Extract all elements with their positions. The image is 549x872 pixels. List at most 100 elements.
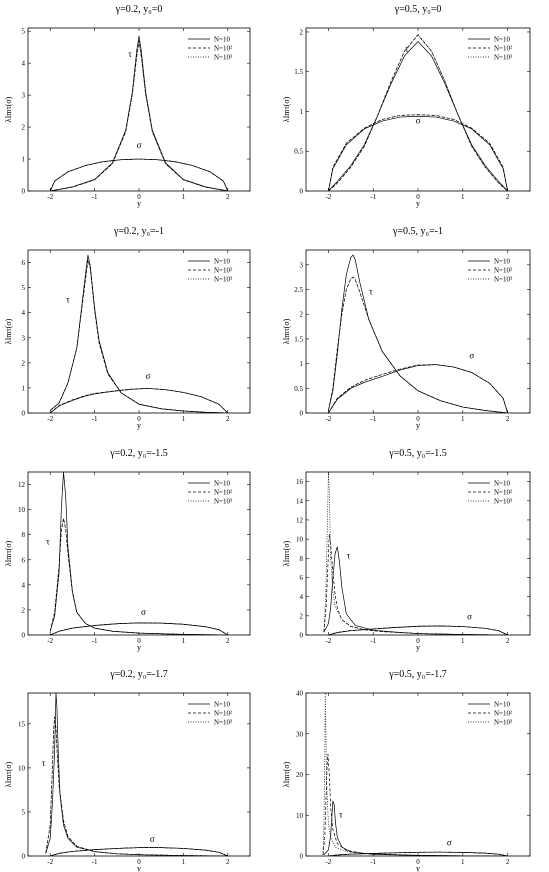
y-tick-label: 5: [22, 808, 26, 816]
series-line-tau: [328, 41, 508, 191]
series-line-sigma: [328, 851, 508, 856]
y-tick-label: 6: [22, 556, 26, 564]
x-axis-label: y: [416, 864, 420, 872]
y-tick-label: 2.5: [294, 286, 303, 294]
series-line-tau: [49, 259, 228, 413]
series-line-tau: [323, 472, 508, 635]
series-line-tau: [50, 35, 228, 191]
x-tick-label: -1: [370, 858, 376, 866]
x-axis-label: y: [416, 199, 420, 208]
series-line-tau: [323, 800, 508, 856]
curve-label: τ: [347, 550, 351, 560]
series-group: [49, 35, 229, 191]
legend-label: N=10²: [214, 489, 232, 497]
curve-label: τ: [66, 295, 70, 305]
x-tick-label: -1: [370, 637, 376, 645]
y-axis-label: λImτ(σ): [4, 96, 13, 122]
legend-label: N=10: [214, 701, 231, 709]
legend-label: N=10³: [494, 719, 512, 727]
legend-label: N=10²: [494, 267, 512, 275]
x-tick-label: 1: [461, 858, 465, 866]
x-tick-label: 0: [416, 415, 420, 423]
curve-label: σ: [141, 607, 146, 617]
curve-label: τ: [405, 44, 409, 54]
chart-panel-8: γ=0.5, y₀=-1.7-2 -1 0 1 2010203040yλImτ(σ)τσ…: [282, 669, 531, 872]
series-line-tau: [49, 518, 228, 635]
y-axis-label: λImτ(σ): [4, 318, 13, 344]
x-tick-label: 2: [506, 637, 510, 645]
y-tick-label: 6: [300, 574, 304, 582]
chart-panel-2: γ=0.5, y₀=0 -2 -1 0 1 2 0 0.5 1 1.5 2 y λImτ(σ) τ σ N=1…: [282, 4, 531, 208]
x-tick-label: 0: [137, 637, 141, 645]
y-tick-label: 0: [300, 632, 304, 640]
series-group: [328, 34, 508, 191]
series-line-sigma: [49, 388, 229, 413]
series-line-sigma: [328, 114, 508, 191]
legend-label: N=10: [494, 36, 511, 44]
curve-label: τ: [42, 758, 46, 768]
legend-label: N=10³: [214, 276, 232, 284]
y-tick-label: 0: [22, 853, 26, 861]
y-tick-label: 3: [22, 334, 26, 342]
series-line-tau: [328, 276, 508, 413]
x-tick-label: -1: [370, 415, 376, 423]
chart-panel-3: γ=0.2, y₀=-1 -2 -1 0 1 2 0 1 2 3 4 5 6 y λImτ(σ) τ σ N=10…: [4, 226, 251, 430]
legend-label: N=10³: [214, 719, 232, 727]
series-line-tau: [49, 472, 228, 635]
x-tick-label: 1: [182, 193, 186, 201]
x-tick-label: -1: [92, 193, 98, 201]
x-tick-label: 0: [416, 858, 420, 866]
y-tick-label: 2: [22, 606, 26, 614]
chart-title: γ=0.5, y₀=-1.7: [388, 669, 447, 680]
legend-label: N=10: [494, 258, 511, 266]
series-line-tau: [50, 40, 228, 191]
x-tick-label: 0: [416, 193, 420, 201]
series-line-tau: [328, 276, 508, 413]
series-line-sigma: [50, 622, 228, 635]
legend-label: N=10: [494, 480, 511, 488]
y-tick-label: 1: [22, 384, 26, 392]
y-tick-label: 5: [22, 284, 26, 292]
series-line-tau: [45, 716, 228, 856]
y-tick-label: 1: [300, 360, 304, 368]
y-axis-label: λImτ(σ): [282, 318, 291, 344]
curve-label: τ: [46, 537, 50, 547]
y-tick-label: 2: [300, 311, 304, 319]
series-line-tau: [45, 716, 228, 856]
y-tick-label: 6: [22, 259, 26, 267]
chart-panel-4: γ=0.5, y₀=-1 -2 -1 0 1 2 0 0.5 1 1.5 2 2.5 3 y λImτ(σ)…: [282, 226, 531, 430]
x-tick-label: 1: [461, 415, 465, 423]
series-line-sigma: [49, 158, 229, 191]
legend-label: N=10²: [214, 45, 232, 53]
x-tick-label: 2: [506, 193, 510, 201]
y-tick-label: 10: [18, 764, 26, 772]
x-tick-label: 2: [226, 415, 230, 423]
series-line-sigma: [328, 114, 508, 191]
series-group: [49, 472, 228, 635]
y-tick-label: 4: [22, 309, 26, 317]
y-tick-label: 1: [22, 156, 26, 164]
y-tick-label: 10: [18, 506, 26, 514]
legend-label: N=10³: [494, 54, 512, 62]
legend-label: N=10²: [214, 267, 232, 275]
x-tick-label: 1: [461, 637, 465, 645]
x-tick-label: 1: [461, 193, 465, 201]
x-tick-label: -2: [47, 415, 53, 423]
y-tick-label: 40: [296, 690, 304, 698]
curve-label: σ: [469, 351, 474, 361]
x-tick-label: 2: [506, 858, 510, 866]
y-tick-label: 12: [296, 516, 304, 524]
y-tick-label: 0.5: [294, 385, 303, 393]
y-tick-label: 3: [22, 92, 26, 100]
y-tick-label: 8: [22, 531, 26, 539]
y-tick-label: 16: [296, 478, 304, 486]
curve-label: σ: [145, 371, 150, 381]
y-tick-label: 0: [300, 410, 304, 418]
